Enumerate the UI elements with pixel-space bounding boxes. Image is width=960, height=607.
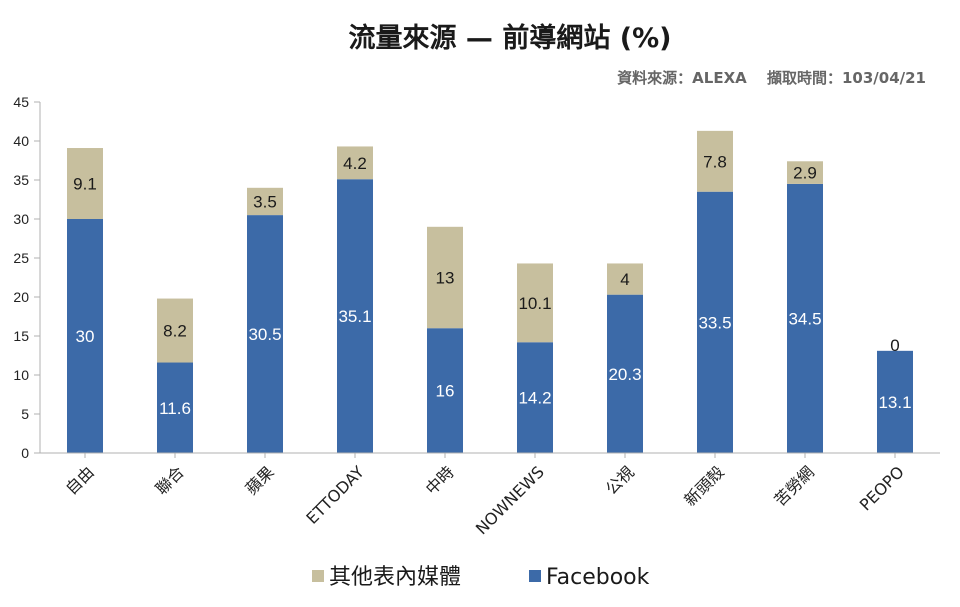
x-tick-label: 新頭殼 <box>680 462 727 509</box>
data-label: 3.5 <box>253 192 277 211</box>
bar-segment <box>787 183 823 453</box>
legend-label: Facebook <box>546 565 650 590</box>
legend-swatch <box>529 570 541 582</box>
y-tick-label: 10 <box>13 367 29 383</box>
data-label: 0 <box>890 336 899 355</box>
x-tick-label: 苦勞網 <box>770 462 817 509</box>
bar-segment <box>607 263 643 295</box>
legend-swatch <box>312 570 324 582</box>
bar-segment <box>607 294 643 453</box>
bar-segment <box>67 148 103 219</box>
data-label: 11.6 <box>159 399 191 418</box>
x-tick-label: 自由 <box>62 462 98 498</box>
data-label: 10.1 <box>518 294 551 313</box>
x-tick-label: 中時 <box>422 462 458 498</box>
bar-segment <box>517 342 553 453</box>
y-tick-label: 20 <box>13 289 29 305</box>
data-label: 33.5 <box>698 313 731 332</box>
bar-segment <box>787 161 823 184</box>
y-tick-label: 45 <box>13 94 29 110</box>
data-label: 7.8 <box>703 152 727 171</box>
chart-title: 流量來源 — 前導網站 (%) <box>349 22 672 54</box>
bar-segment <box>337 179 373 453</box>
data-label: 9.1 <box>73 175 97 194</box>
data-label: 34.5 <box>788 309 821 328</box>
y-tick-label: 0 <box>21 445 29 461</box>
data-label: 13.1 <box>878 393 911 412</box>
data-label: 14.2 <box>518 389 551 408</box>
y-tick-label: 5 <box>21 406 29 422</box>
bar-segment <box>67 219 103 453</box>
x-tick-label: ETTODAY <box>302 462 368 528</box>
y-tick-label: 25 <box>13 250 29 266</box>
legend: 其他表內媒體 Facebook <box>312 565 650 590</box>
bar-segment <box>427 226 463 329</box>
data-label: 4.2 <box>343 154 367 173</box>
x-tick-label: NOWNEWS <box>472 462 548 538</box>
y-axis: 0 5 10 15 20 25 30 35 40 45 <box>13 94 41 461</box>
data-label: 30 <box>76 327 95 346</box>
data-label: 20.3 <box>608 365 641 384</box>
x-tick-label: 聯合 <box>152 462 188 498</box>
data-label: 4 <box>620 270 629 289</box>
bar-segment <box>697 191 733 453</box>
x-tick-label: 公視 <box>602 462 638 498</box>
y-tick-label: 35 <box>13 172 29 188</box>
bar-segment <box>247 215 283 453</box>
x-axis: 自由 聯合 蘋果 ETTODAY 中時 NOWNEWS 公視 新頭殼 苦勞網 PEOPO <box>40 452 940 538</box>
x-tick-label: 蘋果 <box>242 462 278 498</box>
data-label: 13 <box>436 269 455 288</box>
data-label: 8.2 <box>163 322 187 341</box>
data-label: 2.9 <box>793 164 817 183</box>
data-label: 16 <box>436 382 455 401</box>
x-tick-label: PEOPO <box>856 462 908 514</box>
bar-segment <box>337 146 373 180</box>
y-tick-label: 40 <box>13 133 29 149</box>
bar-segment <box>877 350 913 453</box>
chart-subtitle: 資料來源：ALEXA 擷取時間：103/04/21 <box>617 69 926 87</box>
bars: 30 9.1 11.6 8.2 30.5 3.5 35.1 4.2 16 13 14.2 10.1 20… <box>67 130 913 453</box>
bar-segment <box>247 187 283 216</box>
y-tick-label: 15 <box>13 328 29 344</box>
bar-segment <box>427 328 463 453</box>
y-tick-label: 30 <box>13 211 29 227</box>
bar-segment <box>157 362 193 453</box>
data-label: 30.5 <box>248 325 281 344</box>
data-label: 35.1 <box>338 307 371 326</box>
legend-label: 其他表內媒體 <box>329 565 461 590</box>
bar-segment <box>697 130 733 192</box>
bar-segment <box>157 298 193 363</box>
bar-segment <box>517 263 553 343</box>
